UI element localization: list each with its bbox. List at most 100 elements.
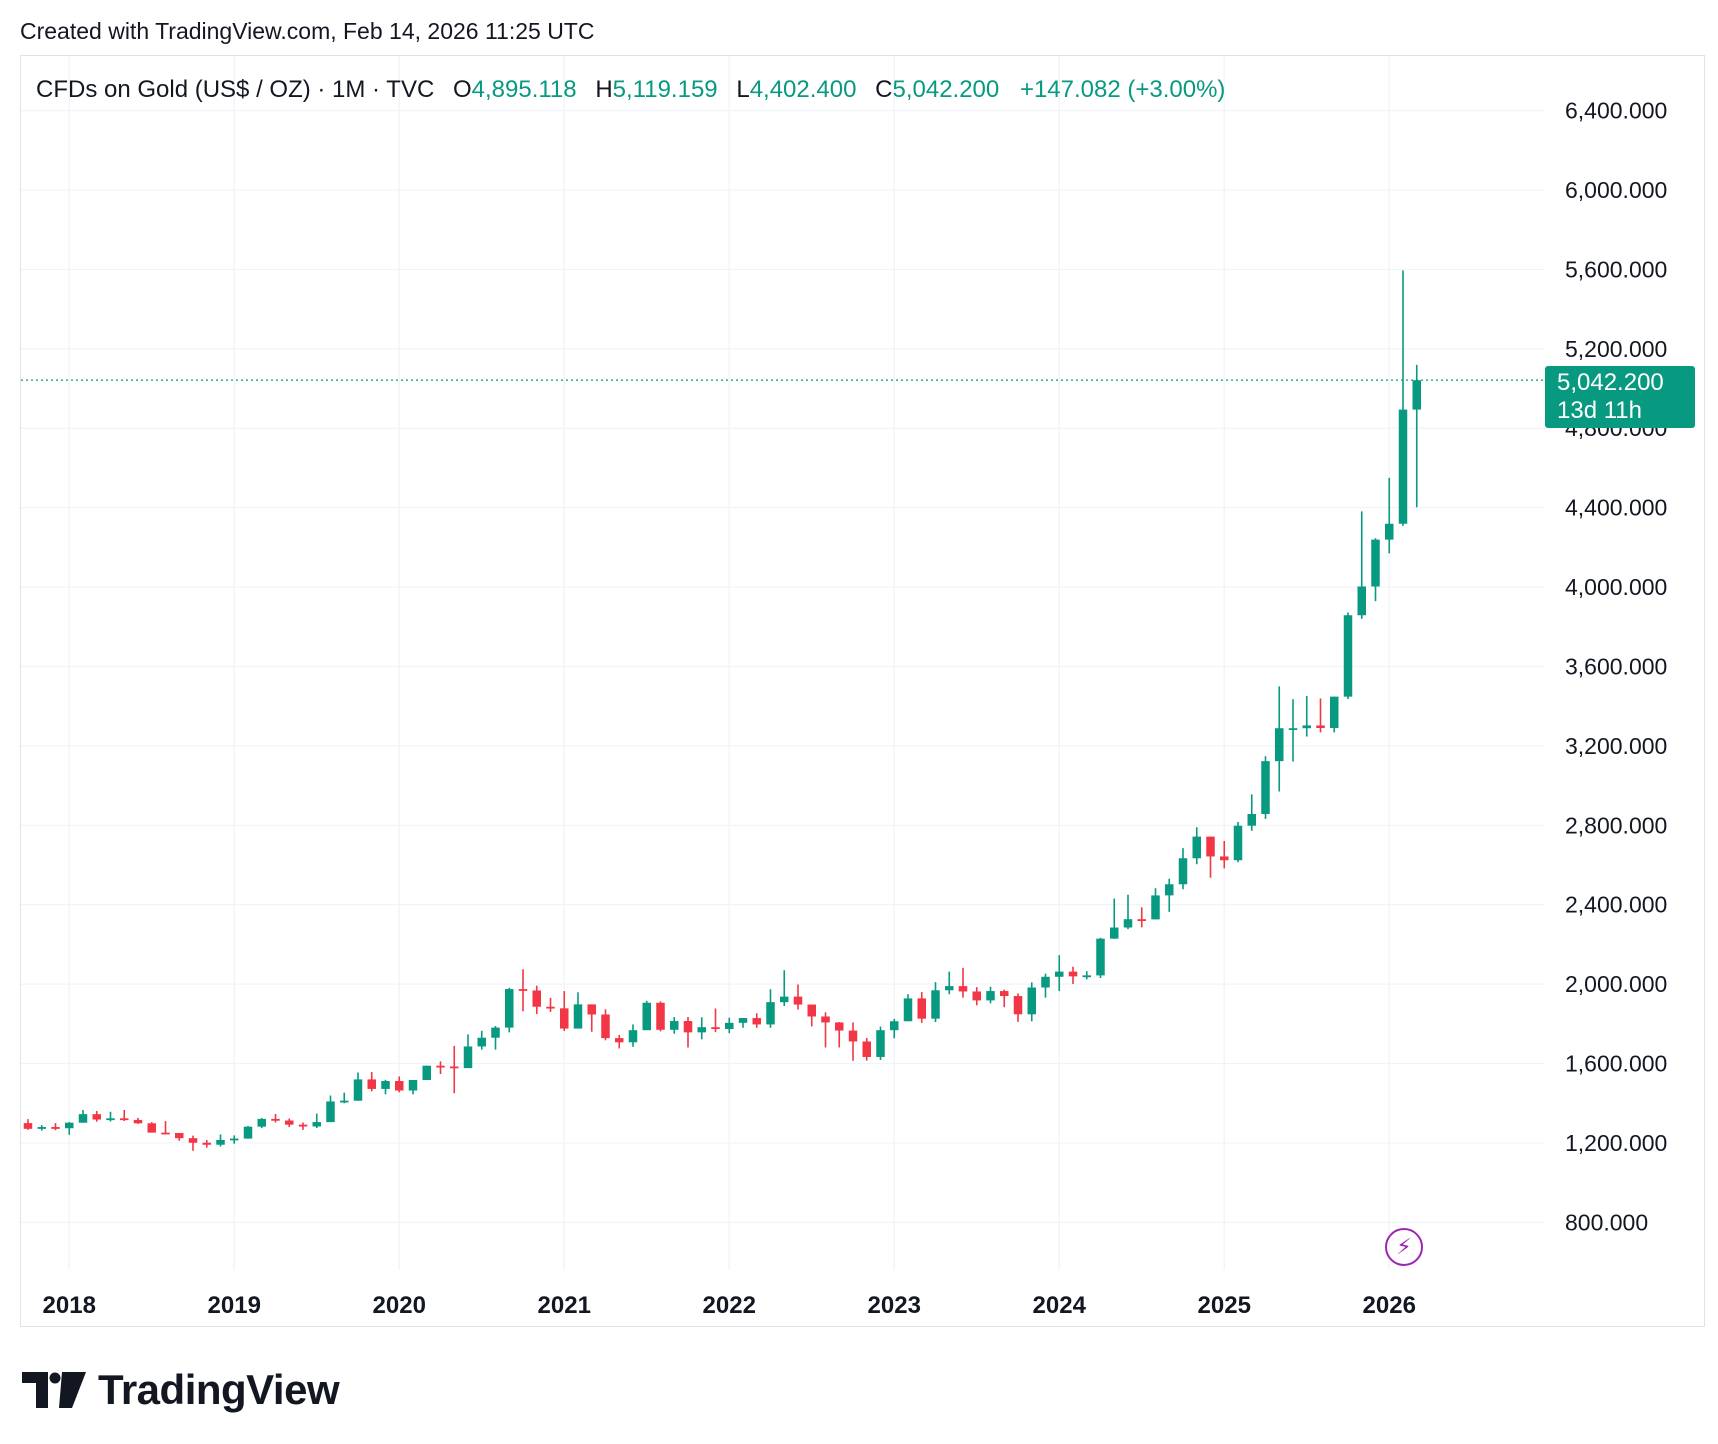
y-tick-label: 2,800.000 — [1565, 812, 1667, 838]
candle-body — [1206, 836, 1215, 857]
candle-body — [188, 1138, 198, 1143]
candle — [876, 1026, 885, 1060]
candle-body — [628, 1030, 638, 1043]
candle — [1398, 270, 1408, 526]
candle — [92, 1110, 101, 1122]
candle-body — [601, 1014, 610, 1039]
candle — [1096, 937, 1105, 978]
close-label: C — [875, 76, 893, 103]
bar-countdown: 13d 11h — [1557, 397, 1642, 424]
candle — [1343, 612, 1353, 700]
candle-body — [147, 1123, 156, 1133]
candle — [780, 970, 789, 1006]
candle-body — [711, 1027, 720, 1029]
candle-body — [271, 1118, 280, 1121]
candle — [890, 1018, 899, 1039]
candle — [51, 1123, 60, 1131]
candle-body — [175, 1133, 184, 1139]
candle — [725, 1017, 734, 1034]
candle — [1055, 955, 1064, 992]
candle — [1082, 971, 1091, 980]
price-axis[interactable]: 800.000 1,200.000 1,600.000 2,000.000 2,400.… — [1565, 98, 1667, 1236]
candle — [532, 985, 541, 1015]
candle — [230, 1135, 239, 1144]
candle-body — [353, 1079, 363, 1101]
candle — [1316, 698, 1325, 733]
candle — [491, 1026, 500, 1050]
candle — [353, 1072, 363, 1101]
tradingview-logo-icon — [22, 1372, 86, 1408]
candle — [642, 1000, 651, 1031]
x-tick-label: 2020 — [373, 1292, 426, 1319]
last-price-value: 5,042.200 — [1557, 369, 1664, 396]
candle-body — [670, 1021, 679, 1030]
candle — [381, 1079, 390, 1095]
candle-body — [422, 1065, 431, 1081]
candle — [78, 1109, 88, 1123]
y-tick-label: 4,000.000 — [1565, 574, 1667, 600]
time-axis[interactable]: 2018 2019 2020 2021 2022 2023 2024 2025 2026 — [43, 1292, 1416, 1319]
candle — [1192, 827, 1201, 865]
candle — [1151, 888, 1160, 920]
candle-body — [202, 1142, 211, 1145]
candle — [340, 1092, 349, 1104]
candle-body — [78, 1114, 88, 1123]
candle-body — [1055, 971, 1064, 977]
candle-body — [257, 1118, 266, 1127]
x-tick-label: 2025 — [1198, 1292, 1251, 1319]
candle-body — [532, 990, 541, 1007]
candle-body — [298, 1124, 308, 1127]
candle — [161, 1121, 170, 1135]
candle-body — [697, 1027, 706, 1033]
candle-body — [807, 1004, 816, 1017]
candle-body — [408, 1080, 418, 1091]
candle — [367, 1072, 376, 1092]
candle — [133, 1117, 143, 1124]
candle — [1302, 696, 1311, 737]
candle — [257, 1117, 266, 1129]
candle-body — [505, 989, 514, 1028]
candle — [1013, 993, 1023, 1022]
y-tick-label: 6,000.000 — [1565, 177, 1667, 203]
candle-body — [395, 1081, 404, 1091]
candle — [450, 1045, 459, 1094]
candle — [271, 1113, 280, 1123]
candle-body — [793, 996, 803, 1005]
high-value: 5,119.159 — [612, 76, 718, 103]
candle-body — [1316, 725, 1325, 729]
candle — [147, 1122, 156, 1133]
candle-body — [1275, 728, 1284, 762]
symbol-legend[interactable]: CFDs on Gold (US$ / OZ) · 1M · TVC O4,89… — [36, 76, 1225, 104]
candle-body — [1385, 523, 1394, 540]
lightning-icon[interactable]: ⚡ — [1385, 1228, 1423, 1266]
candle-body — [821, 1016, 830, 1023]
candle — [601, 1009, 610, 1041]
candle — [587, 1004, 596, 1032]
candle — [1330, 696, 1339, 733]
y-tick-label: 2,000.000 — [1565, 971, 1667, 997]
candle — [656, 1001, 665, 1032]
candle-body — [51, 1127, 60, 1129]
candle-body — [230, 1138, 239, 1141]
candle — [1357, 511, 1366, 619]
candle-body — [340, 1100, 349, 1103]
candle-body — [23, 1123, 33, 1129]
candle — [1247, 794, 1256, 831]
y-tick-label: 1,200.000 — [1565, 1130, 1667, 1156]
chart-frame[interactable] — [20, 55, 1705, 1327]
x-tick-label: 2026 — [1363, 1292, 1416, 1319]
y-tick-label: 5,200.000 — [1565, 336, 1667, 362]
symbol-name[interactable]: CFDs on Gold (US$ / OZ) · 1M · TVC — [36, 76, 435, 103]
tradingview-logo[interactable]: TradingView — [22, 1366, 340, 1413]
candle — [1261, 756, 1270, 819]
candle-body — [986, 991, 995, 1001]
candle — [106, 1111, 115, 1122]
candle-body — [1343, 615, 1353, 697]
candle-body — [1247, 813, 1256, 826]
candle-body — [1041, 976, 1050, 988]
candle-body — [92, 1114, 101, 1120]
candle — [1123, 894, 1133, 930]
candle — [312, 1113, 321, 1129]
candle — [395, 1076, 404, 1093]
